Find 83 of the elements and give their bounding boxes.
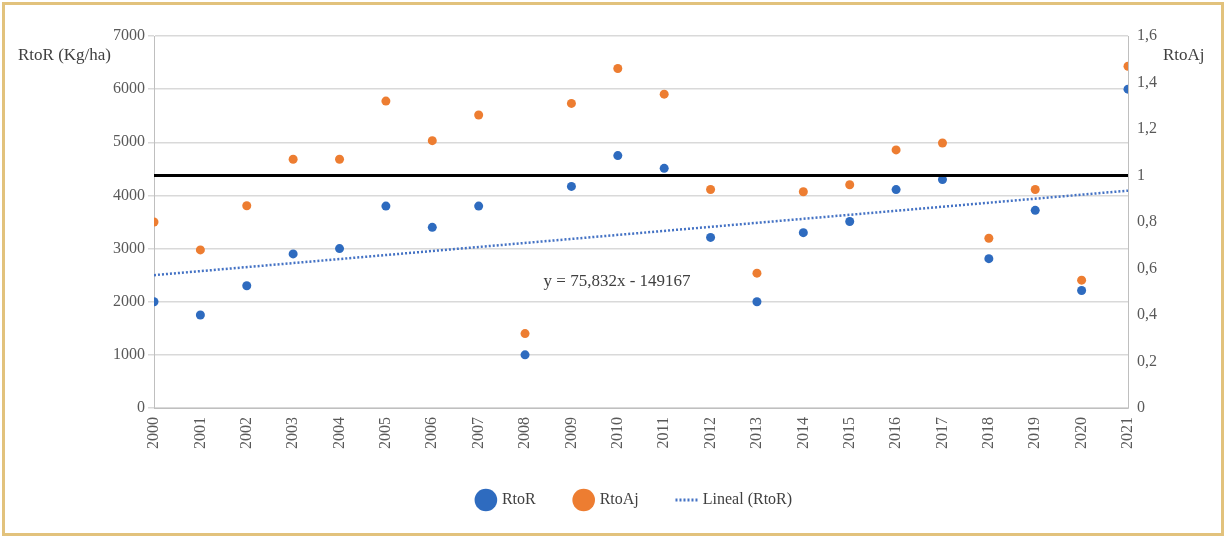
x-tick-label: 2012 xyxy=(700,417,718,449)
legend-label: RtoR xyxy=(501,490,537,508)
point xyxy=(659,163,669,173)
x-tick-label: 2002 xyxy=(236,417,254,449)
point xyxy=(937,138,947,148)
x-tick-label: 2006 xyxy=(422,417,440,449)
y2-tick-label: 1,2 xyxy=(1137,119,1157,137)
legend-label: RtoAj xyxy=(599,490,639,509)
x-tick-label: 2011 xyxy=(654,417,672,449)
point xyxy=(891,185,901,195)
point xyxy=(845,216,855,226)
y2-tick-label: 0,6 xyxy=(1137,258,1157,276)
point xyxy=(1030,205,1040,215)
x-tick-label: 2016 xyxy=(886,417,904,449)
x-tick-label: 2009 xyxy=(561,417,579,449)
point xyxy=(427,222,437,232)
point xyxy=(566,181,576,191)
x-tick-label: 2007 xyxy=(468,417,486,449)
y2-tick-label: 1,4 xyxy=(1137,72,1157,90)
point xyxy=(474,201,484,211)
point xyxy=(706,184,716,194)
point xyxy=(195,245,205,255)
x-tick-label: 2014 xyxy=(793,417,811,449)
y-tick-label: 5000 xyxy=(113,132,145,150)
point xyxy=(520,350,530,360)
y-tick-label: 7000 xyxy=(113,26,145,44)
x-tick-label: 2019 xyxy=(1025,417,1043,449)
point xyxy=(891,145,901,155)
point xyxy=(335,244,345,254)
point xyxy=(381,201,391,211)
annotation: y = 75,832x - 149167 xyxy=(543,270,692,290)
point xyxy=(242,201,252,211)
point xyxy=(798,228,808,238)
point xyxy=(566,98,576,108)
x-tick-label: 2005 xyxy=(376,417,394,449)
point xyxy=(659,89,669,99)
point xyxy=(520,329,530,339)
legend-label: Lineal (RtoR) xyxy=(702,490,793,509)
point xyxy=(798,187,808,197)
y2-axis-title: RtoAj xyxy=(1163,45,1205,65)
point xyxy=(427,136,437,146)
y-tick-label: 3000 xyxy=(113,238,145,256)
point xyxy=(288,154,298,164)
x-tick-label: 2001 xyxy=(190,417,208,449)
y2-tick-label: 0,2 xyxy=(1137,351,1157,369)
x-tick-label: 2013 xyxy=(747,417,765,449)
y-tick-label: 2000 xyxy=(113,291,145,309)
point xyxy=(752,297,762,307)
point xyxy=(1077,286,1087,296)
y-tick-label: 1000 xyxy=(113,345,145,363)
y-tick-label: 4000 xyxy=(113,185,145,203)
y2-tick-label: 0,4 xyxy=(1137,305,1157,323)
point xyxy=(613,64,623,74)
point xyxy=(195,310,205,320)
point xyxy=(613,151,623,161)
point xyxy=(1077,275,1087,285)
point xyxy=(474,110,484,120)
x-tick-label: 2004 xyxy=(329,417,347,449)
point xyxy=(752,268,762,278)
x-tick-label: 2010 xyxy=(608,417,626,449)
x-tick-label: 2008 xyxy=(515,417,533,449)
x-tick-label: 2003 xyxy=(283,417,301,449)
point xyxy=(706,232,716,242)
y2-tick-label: 0,8 xyxy=(1137,212,1157,230)
x-tick-label: 2017 xyxy=(932,417,950,449)
point xyxy=(984,233,994,243)
y2-tick-label: 1,6 xyxy=(1137,26,1157,44)
point xyxy=(381,96,391,106)
y2-tick-label: 0 xyxy=(1137,398,1145,416)
point xyxy=(984,254,994,264)
x-tick-label: 2015 xyxy=(839,417,857,449)
y2-tick-label: 1 xyxy=(1137,165,1145,183)
x-tick-label: 2020 xyxy=(1071,417,1089,449)
x-tick-label: 2021 xyxy=(1118,417,1136,449)
y-tick-label: 0 xyxy=(137,398,145,416)
y-tick-label: 6000 xyxy=(113,79,145,97)
point xyxy=(845,180,855,190)
x-tick-label: 2018 xyxy=(979,417,997,449)
point xyxy=(335,154,345,164)
point xyxy=(242,281,252,291)
point xyxy=(288,249,298,259)
point xyxy=(1030,184,1040,194)
y-axis-title: RtoR (Kg/ha) xyxy=(18,45,112,65)
